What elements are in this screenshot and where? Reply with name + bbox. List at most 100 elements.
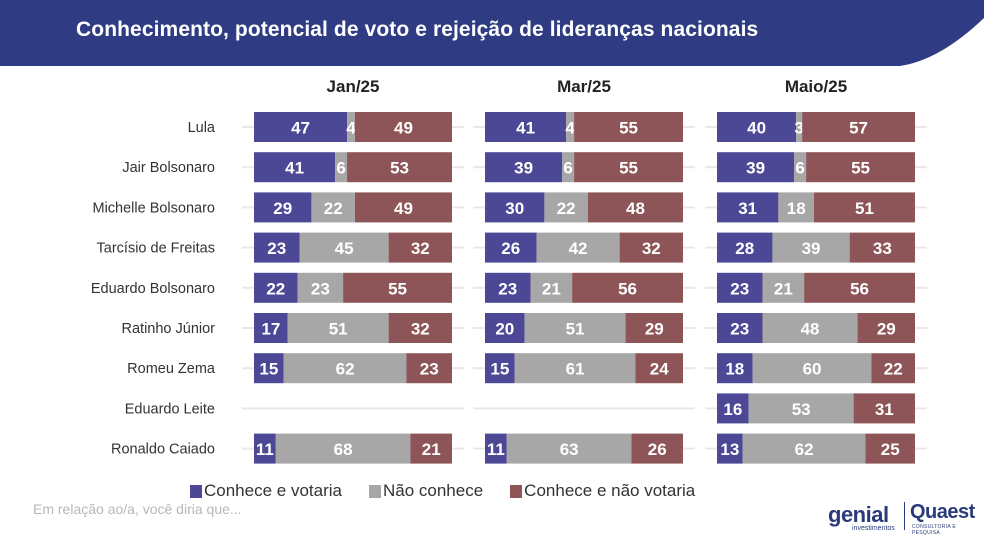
data-label: 25 xyxy=(881,440,900,459)
question-note: Em relação ao/a, você diria que... xyxy=(33,501,242,517)
bar-segment xyxy=(485,192,545,223)
legend-swatch-unknown xyxy=(368,484,381,498)
bar-segment xyxy=(297,272,344,303)
brand-logos: genial investimentos Quaest CONSULTORIA … xyxy=(826,498,975,536)
header-background xyxy=(0,0,984,66)
bar-segment xyxy=(562,152,575,183)
data-label: 21 xyxy=(774,279,793,298)
bar-segment xyxy=(717,272,763,303)
bar-segment xyxy=(772,232,850,263)
bar-segment xyxy=(299,232,389,263)
bar-segment xyxy=(635,353,683,384)
data-label: 21 xyxy=(542,279,561,298)
data-label: 51 xyxy=(855,199,874,218)
bar-segment xyxy=(814,192,915,223)
data-label: 39 xyxy=(746,159,765,178)
bar-segment xyxy=(857,313,915,343)
bar-segment xyxy=(625,313,683,343)
bar-segment xyxy=(717,353,753,384)
legend-item-reject: Conhece e não votaria xyxy=(510,481,695,501)
bar-segment xyxy=(762,313,858,343)
bar-segment xyxy=(536,232,620,263)
data-label: 3 xyxy=(794,119,803,138)
category-label: Michelle Bolsonaro xyxy=(92,200,215,216)
bar-segment xyxy=(485,313,525,343)
bar-segment xyxy=(574,152,683,183)
data-label: 48 xyxy=(626,199,645,218)
bar-segment xyxy=(530,272,573,303)
data-label: 4 xyxy=(565,119,575,138)
bar-segment xyxy=(275,433,411,464)
data-label: 56 xyxy=(850,279,869,298)
bar-segment xyxy=(748,393,854,424)
bar-segment xyxy=(572,272,683,303)
bar-segment xyxy=(717,112,797,142)
data-label: 56 xyxy=(618,279,637,298)
legend-item-vote: Conhece e votaria xyxy=(190,481,342,501)
category-label: Ronaldo Caiado xyxy=(111,442,215,458)
bar-segment xyxy=(410,433,452,464)
bar-segment xyxy=(717,192,779,223)
category-label: Eduardo Leite xyxy=(125,401,215,417)
genial-logo-subtitle: investimentos xyxy=(852,525,895,532)
data-label: 31 xyxy=(738,199,757,218)
bar-segment xyxy=(717,152,795,183)
legend-label-reject: Conhece e não votaria xyxy=(524,481,696,500)
data-label: 68 xyxy=(334,440,353,459)
legend-label-unknown: Não conhece xyxy=(382,481,484,500)
data-label: 41 xyxy=(516,119,535,138)
bar-segment xyxy=(254,433,276,464)
panel-title: Mar/25 xyxy=(557,77,611,96)
data-label: 22 xyxy=(557,199,576,218)
legend-label-vote: Conhece e votaria xyxy=(204,481,342,500)
category-label: Ratinho Júnior xyxy=(122,321,216,337)
data-label: 6 xyxy=(336,159,345,178)
data-label: 21 xyxy=(422,440,441,459)
data-label: 29 xyxy=(877,320,896,339)
bar-segment xyxy=(254,232,300,263)
bar-segment xyxy=(514,353,636,384)
data-label: 60 xyxy=(803,360,822,379)
data-label: 23 xyxy=(420,360,439,379)
bar-segment xyxy=(631,433,683,464)
data-label: 30 xyxy=(505,199,524,218)
row-track xyxy=(473,407,695,410)
data-label: 22 xyxy=(884,360,903,379)
data-label: 39 xyxy=(802,239,821,258)
data-label: 23 xyxy=(730,279,749,298)
data-label: 55 xyxy=(851,159,870,178)
data-label: 55 xyxy=(388,279,407,298)
quaest-logo-subtitle: CONSULTORIA E PESQUISA xyxy=(912,524,957,536)
bar-segment xyxy=(778,192,815,223)
data-label: 41 xyxy=(285,159,304,178)
data-label: 57 xyxy=(849,119,868,138)
category-label: Jair Bolsonaro xyxy=(122,160,215,176)
logo-divider xyxy=(904,502,905,530)
bar-segment xyxy=(485,272,531,303)
bar-segment xyxy=(506,433,632,464)
bar-segment xyxy=(853,393,915,424)
bar-segment xyxy=(574,112,683,142)
data-label: 32 xyxy=(411,320,430,339)
data-label: 20 xyxy=(495,320,514,339)
legend-item-unknown: Não conhece xyxy=(368,481,484,501)
data-label: 29 xyxy=(273,199,292,218)
legend-swatch-reject xyxy=(510,484,523,498)
bar-segment xyxy=(524,313,626,343)
data-label: 23 xyxy=(730,320,749,339)
bar-segment xyxy=(742,433,866,464)
bar-segment xyxy=(254,313,288,343)
data-label: 47 xyxy=(291,119,310,138)
data-label: 32 xyxy=(411,239,430,258)
bar-segment xyxy=(802,112,915,142)
bar-segment xyxy=(752,353,872,384)
bar-segment xyxy=(717,232,773,263)
data-label: 62 xyxy=(336,360,355,379)
data-label: 22 xyxy=(266,279,285,298)
data-label: 53 xyxy=(390,159,409,178)
data-label: 51 xyxy=(566,320,585,339)
data-label: 28 xyxy=(735,239,754,258)
category-label: Tarcísio de Freitas xyxy=(97,241,215,257)
bar-segment xyxy=(485,112,567,142)
